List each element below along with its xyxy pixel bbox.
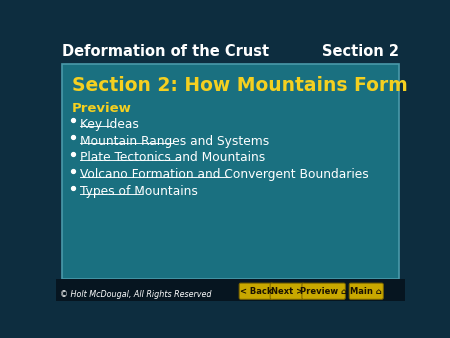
Text: < Back: < Back <box>240 287 272 296</box>
FancyBboxPatch shape <box>302 283 345 299</box>
FancyBboxPatch shape <box>349 283 383 299</box>
FancyBboxPatch shape <box>239 283 273 299</box>
Text: Volcano Formation and Convergent Boundaries: Volcano Formation and Convergent Boundar… <box>80 168 368 182</box>
Text: Section 2: Section 2 <box>322 44 399 59</box>
Text: Deformation of the Crust: Deformation of the Crust <box>63 44 270 59</box>
Text: Types of Mountains: Types of Mountains <box>80 185 198 198</box>
FancyBboxPatch shape <box>63 64 399 279</box>
Text: Plate Tectonics and Mountains: Plate Tectonics and Mountains <box>80 151 265 165</box>
Text: Key Ideas: Key Ideas <box>80 118 139 130</box>
Text: © Holt McDougal, All Rights Reserved: © Holt McDougal, All Rights Reserved <box>60 290 212 299</box>
Text: Main ⌂: Main ⌂ <box>351 287 382 296</box>
Text: Preview ⌂: Preview ⌂ <box>300 287 347 296</box>
Text: Preview: Preview <box>72 102 131 115</box>
Text: Section 2: How Mountains Form: Section 2: How Mountains Form <box>72 76 408 95</box>
Text: Mountain Ranges and Systems: Mountain Ranges and Systems <box>80 135 269 147</box>
FancyBboxPatch shape <box>270 283 304 299</box>
FancyBboxPatch shape <box>56 279 405 301</box>
FancyBboxPatch shape <box>56 41 405 62</box>
Text: Next >: Next > <box>271 287 303 296</box>
